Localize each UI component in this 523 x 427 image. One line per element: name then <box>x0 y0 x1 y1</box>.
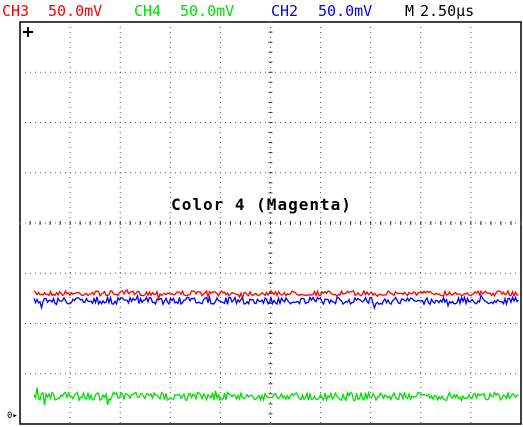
graticule <box>19 21 522 425</box>
ch4-scale: 50.0mV <box>180 2 235 20</box>
overlay-annotation: Color 4 (Magenta) <box>171 195 352 214</box>
trigger-position-icon <box>23 27 33 37</box>
marker-layer <box>23 27 33 37</box>
trace-ch2 <box>33 293 519 311</box>
ch3-label: CH3 <box>2 2 30 20</box>
ch2-label: CH2 <box>271 2 299 20</box>
ch2-scale: 50.0mV <box>318 2 373 20</box>
trace-ch3 <box>33 288 519 302</box>
trace-ch4 <box>33 387 519 406</box>
ground-marker-label: 0 <box>7 411 13 421</box>
timebase-label: M <box>405 2 415 20</box>
ch3-scale: 50.0mV <box>48 2 103 20</box>
ground-level-marker: 0▸ <box>7 411 18 421</box>
trace-layer <box>33 288 519 406</box>
timebase-value: 2.50µs <box>420 2 475 20</box>
status-bar: CH3 50.0mV CH4 50.0mV CH2 50.0mV M 2.50µ… <box>0 0 523 22</box>
ch4-label: CH4 <box>134 2 162 20</box>
